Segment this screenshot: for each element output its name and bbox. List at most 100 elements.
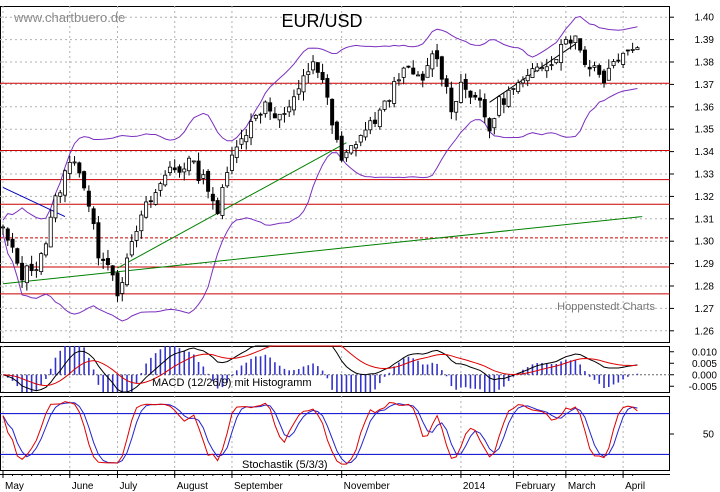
candle-body — [535, 66, 540, 72]
candle-body — [597, 65, 602, 75]
macd-indicator — [0, 345, 670, 393]
watermark: www.chartbuero.de — [13, 10, 125, 25]
candle-body — [5, 228, 10, 241]
y-tick-label: 1.35 — [695, 125, 715, 136]
candle-body — [10, 238, 15, 248]
candle-body — [58, 192, 63, 197]
candle-body — [234, 146, 239, 158]
candle-body — [525, 74, 530, 82]
candle-body — [201, 174, 206, 179]
candle-body — [392, 81, 397, 104]
candle-body — [382, 100, 387, 110]
trendline — [117, 142, 347, 269]
candle-body — [220, 187, 225, 216]
trendline — [2, 216, 643, 285]
x-tick-label: March — [568, 481, 596, 492]
candle-body — [39, 253, 44, 273]
candle-body — [377, 109, 382, 128]
candle-body — [454, 101, 459, 113]
x-tick-label: July — [119, 481, 137, 492]
candle-body — [487, 118, 492, 132]
candle-body — [401, 67, 406, 78]
candle-body — [578, 38, 583, 51]
candle-body — [373, 119, 378, 124]
candle-body — [568, 39, 573, 44]
chart-title: EUR/USD — [281, 11, 362, 31]
candle-body — [363, 129, 368, 138]
candle-body — [249, 121, 254, 139]
candle-body — [115, 272, 120, 297]
x-tick-label: June — [72, 481, 94, 492]
candle-body — [625, 49, 630, 52]
candle-body — [411, 67, 416, 75]
candle-body — [110, 265, 115, 276]
candle-body — [134, 231, 139, 241]
candle-body — [520, 79, 525, 84]
stochastic-panel-frame — [0, 396, 670, 471]
candle-body — [287, 106, 292, 113]
candle-body — [449, 87, 454, 113]
candle-body — [444, 78, 449, 87]
candle-body — [86, 190, 91, 207]
candle-body — [77, 162, 82, 174]
candle-body — [415, 74, 420, 77]
bollinger-bands — [2, 15, 638, 322]
candle-body — [191, 160, 196, 163]
x-tick-label: April — [625, 481, 645, 492]
macd-y-tick-label: -0.005 — [689, 382, 718, 393]
candle-body — [167, 166, 172, 174]
candle-body — [105, 258, 110, 266]
candle-body — [592, 65, 597, 68]
x-tick-label: May — [5, 481, 24, 492]
candle-body — [158, 183, 163, 191]
chart-credit: Hoppenstedt Charts — [557, 301, 655, 313]
candle-body — [396, 79, 401, 82]
candle-body — [82, 171, 87, 189]
candle-body — [611, 61, 616, 67]
candle-body — [239, 138, 244, 145]
candle-body — [425, 65, 430, 78]
candle-body — [406, 65, 411, 68]
candle-body — [420, 73, 425, 81]
candle-body — [501, 98, 506, 105]
y-tick-label: 1.36 — [695, 102, 715, 113]
stochastic-indicator — [0, 401, 670, 465]
candle-body — [606, 67, 611, 81]
candle-body — [101, 258, 106, 261]
candle-body — [163, 174, 168, 186]
y-tick-label: 1.32 — [695, 192, 715, 203]
candle-body — [544, 66, 549, 72]
y-tick-label: 1.34 — [695, 147, 715, 158]
macd-label: MACD (12/26/9) mit Histogramm — [152, 377, 312, 389]
y-tick-label: 1.40 — [695, 13, 715, 24]
candle-body — [206, 170, 211, 192]
macd-signal-line — [2, 345, 638, 387]
candle-body — [153, 192, 158, 205]
candle-body — [473, 94, 478, 98]
candle-body — [268, 102, 273, 112]
candle-body — [325, 78, 330, 98]
candle-body — [125, 257, 130, 286]
candle-body — [511, 88, 516, 90]
x-tick-label: 2014 — [463, 481, 486, 492]
candle-body — [67, 161, 72, 174]
grid-lines — [0, 6, 670, 470]
price-candles — [0, 35, 640, 302]
candle-body — [196, 160, 201, 182]
x-tick-label: August — [177, 481, 208, 492]
candle-body — [187, 157, 192, 172]
candle-body — [34, 269, 39, 272]
y-tick-label: 1.39 — [695, 35, 715, 46]
candle-body — [53, 195, 58, 219]
candle-body — [244, 135, 249, 143]
candle-body — [344, 151, 349, 159]
candle-body — [353, 144, 358, 149]
candle-body — [339, 135, 344, 161]
stochastic-label: Stochastik (5/3/3) — [242, 459, 328, 471]
panel-frames — [0, 6, 670, 471]
candle-body — [24, 265, 29, 284]
candle-body — [139, 214, 144, 232]
candle-body — [334, 121, 339, 140]
candle-body — [358, 135, 363, 143]
